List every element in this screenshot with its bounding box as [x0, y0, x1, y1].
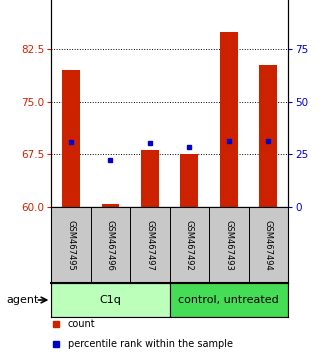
- Bar: [220, 32, 238, 207]
- Bar: [169, 283, 288, 317]
- Text: GSM467492: GSM467492: [185, 220, 194, 270]
- Bar: [260, 65, 277, 207]
- Text: GSM467493: GSM467493: [224, 220, 233, 270]
- Text: GSM467496: GSM467496: [106, 220, 115, 270]
- Text: count: count: [68, 319, 96, 329]
- Bar: [102, 204, 119, 207]
- Text: C1q: C1q: [100, 295, 121, 305]
- Bar: [51, 283, 169, 317]
- Text: percentile rank within the sample: percentile rank within the sample: [68, 339, 233, 349]
- Bar: [141, 149, 159, 207]
- Text: agent: agent: [7, 295, 39, 305]
- Bar: [62, 70, 80, 207]
- Bar: [180, 154, 198, 207]
- Text: GSM467494: GSM467494: [264, 220, 273, 270]
- Text: control, untreated: control, untreated: [178, 295, 279, 305]
- Text: GSM467497: GSM467497: [145, 220, 155, 270]
- Text: GSM467495: GSM467495: [67, 220, 75, 270]
